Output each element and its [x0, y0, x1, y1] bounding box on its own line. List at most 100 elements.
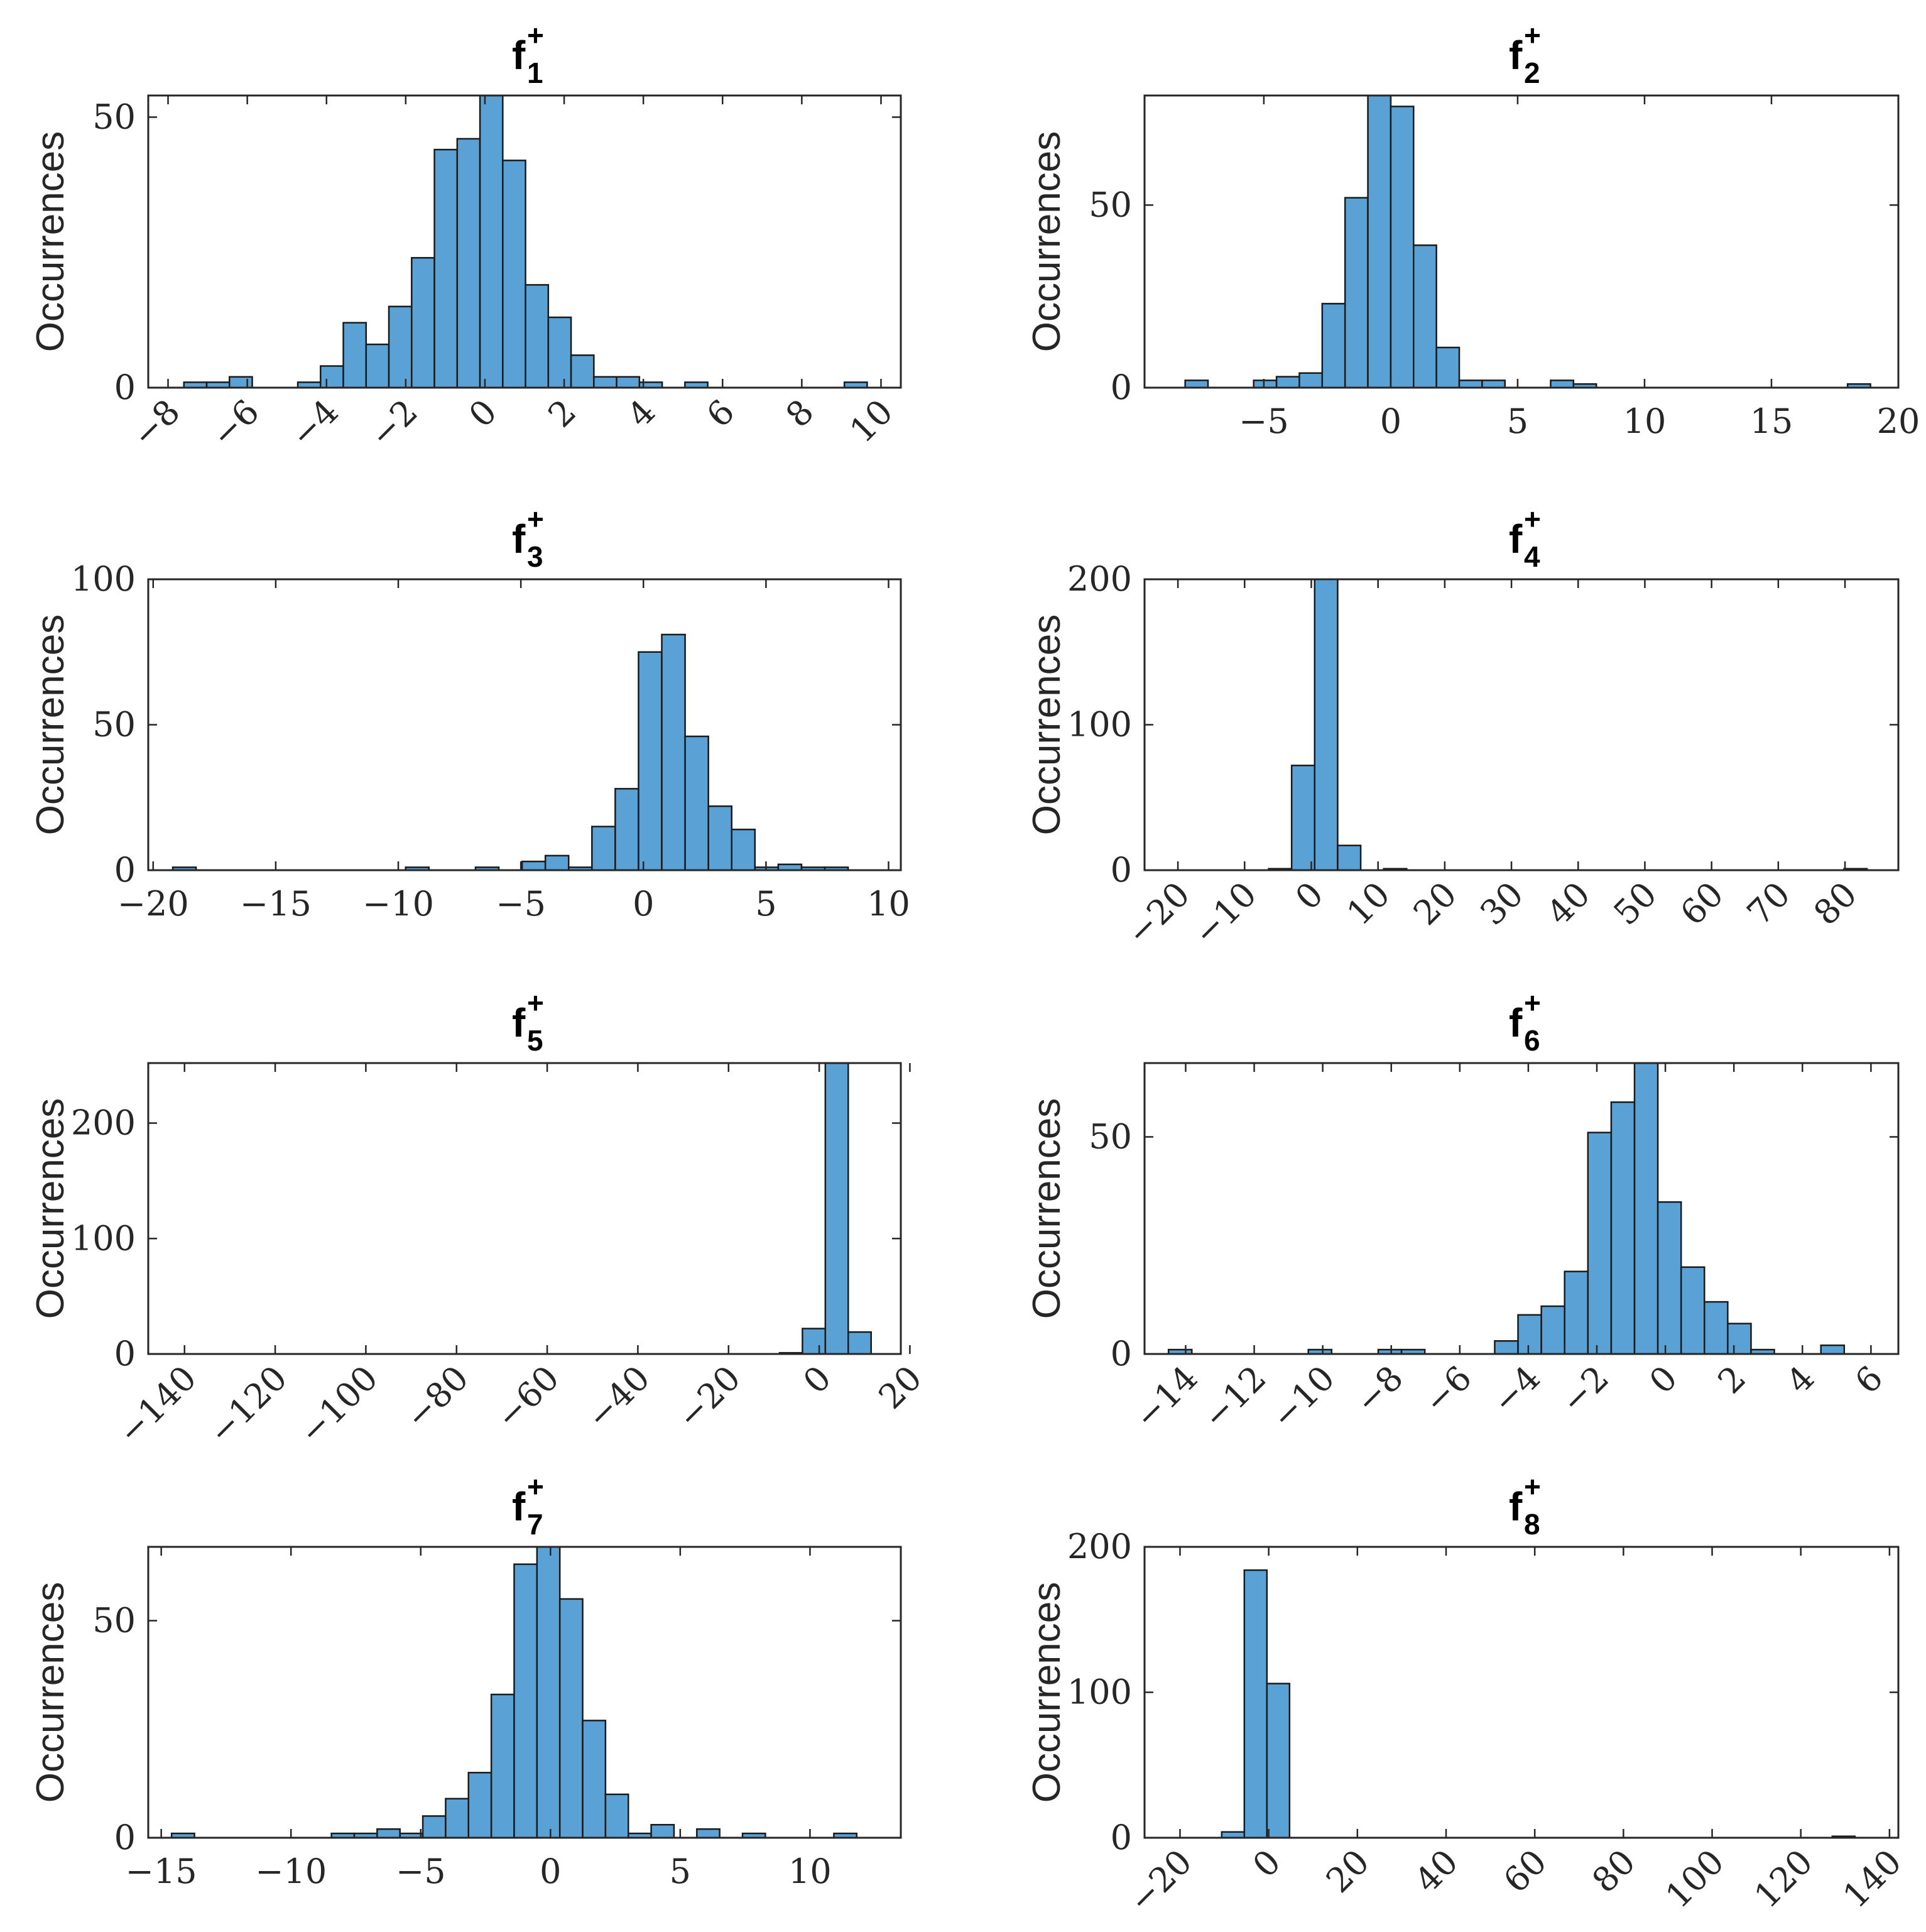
histogram-bar [591, 826, 616, 871]
plot-area [1145, 1063, 1898, 1354]
histogram-bar [1337, 844, 1362, 871]
x-tick-label: 0 [461, 392, 504, 435]
subplot-title-sub: 4 [1524, 540, 1540, 573]
y-tick-label: 0 [1111, 368, 1132, 407]
histogram-bar [1458, 379, 1483, 389]
y-tick-label: 0 [114, 368, 136, 407]
x-tick-label: 50 [1606, 875, 1665, 933]
x-tick-label: 4 [620, 392, 663, 435]
histogram-bar [1390, 106, 1415, 389]
x-tick-label: 60 [1496, 1842, 1554, 1901]
x-tick-label: −10 [1185, 875, 1264, 953]
y-tick-label: 50 [92, 97, 136, 136]
histogram-bar [544, 854, 570, 871]
x-tick-label: −15 [126, 1852, 197, 1891]
axes-frame [1143, 94, 1900, 389]
histogram-bar [1610, 1101, 1636, 1355]
histogram-bar [456, 138, 481, 389]
x-tick-label: −5 [496, 884, 546, 924]
y-tick-label: 0 [114, 850, 136, 890]
histogram-bar [547, 316, 572, 389]
subplot-title-sub: 7 [527, 1508, 543, 1541]
x-tick-label: 0 [1641, 1358, 1685, 1402]
subplot-title-sup: + [1524, 986, 1541, 1019]
axes-frame [147, 94, 902, 389]
histogram-bar [320, 365, 344, 389]
x-tick-label: −6 [204, 392, 267, 456]
histogram-bar [1253, 379, 1278, 389]
x-tick-label: 0 [1380, 401, 1401, 441]
histogram-bar [1564, 1270, 1589, 1355]
subplot-f4-plus: −20−10 0 10 20 30 40 50 60 70 800100200Occurrence… [1025, 503, 1900, 953]
x-tick-label: 5 [670, 1852, 691, 1891]
histogram-bar [802, 1328, 827, 1355]
histogram-bar [614, 788, 639, 871]
y-tick-label: 0 [114, 1818, 136, 1857]
plot-area [1145, 579, 1898, 870]
x-tick-label: −60 [488, 1358, 567, 1437]
y-tick-label: 200 [71, 1103, 136, 1143]
histogram-bar [1321, 303, 1346, 389]
x-tick-label: −12 [1195, 1358, 1274, 1437]
histogram-bar [502, 160, 526, 389]
y-axis-label: Occurrences [29, 1582, 72, 1803]
y-tick-label: 100 [1067, 705, 1132, 745]
histogram-bar [525, 284, 550, 389]
x-tick-label: 20 [1406, 875, 1464, 933]
histogram-bar [365, 343, 390, 389]
y-tick-label: 200 [1067, 559, 1132, 599]
x-tick-label: 60 [1673, 875, 1731, 933]
subplot-title: f [512, 33, 526, 78]
histogram-bar [616, 376, 641, 389]
x-tick-label: −80 [398, 1358, 476, 1437]
histogram-bar [1727, 1323, 1752, 1355]
x-tick-label: 40 [1539, 875, 1597, 933]
y-tick-label: 100 [1067, 1673, 1132, 1712]
histogram-bar [513, 1563, 538, 1839]
x-tick-label: −100 [291, 1358, 385, 1452]
axes-frame [1143, 1062, 1900, 1355]
x-tick-label: 0 [540, 1852, 561, 1891]
subplot-f5-plus: −140−120−100 −80 −60 −40 −20 0 200100200Occurr… [29, 986, 930, 1452]
histogram-bar [1517, 1314, 1542, 1355]
y-axis-label: Occurrences [1025, 614, 1069, 835]
histogram-bar [1550, 379, 1575, 389]
x-tick-label: 10 [1339, 875, 1398, 933]
x-tick-label: 100 [1658, 1842, 1731, 1916]
y-tick-label: 0 [1111, 850, 1132, 890]
plot-area [148, 579, 901, 870]
y-tick-label: 0 [1111, 1818, 1132, 1857]
x-tick-label: −20 [670, 1358, 748, 1437]
subplot-title-sub: 5 [527, 1024, 543, 1057]
histogram-bar [731, 828, 756, 871]
y-tick-label: 50 [1089, 1116, 1132, 1156]
histogram-bar [661, 633, 686, 871]
histogram-bar [1184, 379, 1209, 389]
y-axis-label: Occurrences [1025, 1582, 1069, 1803]
x-tick-label: −5 [1239, 401, 1289, 441]
histogram-bar [229, 376, 253, 389]
y-axis-label: Occurrences [1025, 131, 1069, 352]
subplot-title: f [512, 1484, 526, 1529]
x-tick-label: 20 [1877, 401, 1920, 441]
x-tick-label: 10 [788, 1852, 832, 1891]
y-tick-label: 0 [1111, 1334, 1132, 1373]
plot-area [1145, 96, 1898, 388]
x-tick-label: −10 [255, 1852, 327, 1891]
subplot-title: f [512, 516, 526, 562]
subplot-f7-plus: −15 −10 −5 0 5 10 0 50 Occurrences f +7 [29, 1470, 902, 1891]
subplot-title-sub: 2 [1524, 57, 1540, 89]
histogram-bar [342, 322, 367, 389]
y-axis-label: Occurrences [29, 614, 72, 835]
subplot-title-sup: + [1524, 1470, 1541, 1503]
histogram-bar [1266, 1683, 1291, 1839]
histogram-bar [570, 354, 595, 389]
subplot-title-sup: + [527, 1470, 544, 1503]
histogram-bar [445, 1798, 470, 1839]
histogram-bar [1820, 1344, 1846, 1355]
subplot-title: f [1509, 516, 1523, 562]
x-tick-label: −40 [579, 1358, 657, 1437]
